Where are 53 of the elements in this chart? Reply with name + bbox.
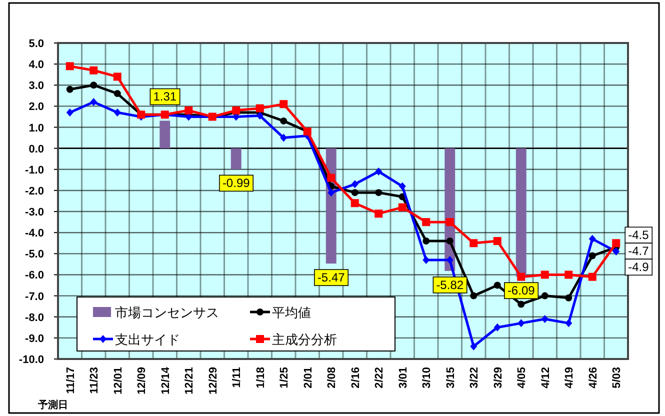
y-tick-label: 2.0 <box>28 101 44 114</box>
y-tick-label: -6.0 <box>25 270 44 282</box>
x-tick-label: 12/21 <box>184 367 196 395</box>
x-tick-label: 3/29 <box>492 367 504 388</box>
x-tick-label: 11/17 <box>64 367 77 394</box>
x-tick-label: 2/16 <box>350 367 362 388</box>
legend-label: 支出サイド <box>115 332 180 347</box>
data-label: -4.9 <box>628 260 650 274</box>
x-tick-label: 5/03 <box>611 367 624 388</box>
x-tick-label: 1/11 <box>231 367 244 388</box>
y-tick-label: 4.0 <box>28 59 44 72</box>
data-label: 1.31 <box>153 90 177 104</box>
y-tick-label: -5.0 <box>25 248 44 261</box>
y-tick-label: -10.0 <box>18 354 44 366</box>
y-tick-label: 3.0 <box>28 80 44 92</box>
y-tick-label: 1.0 <box>28 122 44 134</box>
x-tick-label: 4/26 <box>587 367 600 388</box>
x-tick-label: 2/08 <box>326 367 338 388</box>
x-tick-label: 12/09 <box>136 367 148 395</box>
x-tick-label: 3/01 <box>397 367 410 388</box>
x-tick-label: 2/01 <box>302 367 314 388</box>
x-tick-label: 12/01 <box>112 367 124 395</box>
x-tick-label: 3/15 <box>444 367 457 388</box>
y-tick-label: -9.0 <box>25 332 44 345</box>
x-axis-title: 予測日 <box>37 399 68 411</box>
y-tick-label: -7.0 <box>25 290 44 303</box>
x-tick-label: 1/25 <box>278 367 291 388</box>
y-tick-label: -8.0 <box>25 312 44 324</box>
x-tick-label: 11/23 <box>88 367 101 394</box>
data-label: -5.47 <box>317 270 346 285</box>
data-label: -5.82 <box>436 278 464 292</box>
x-tick-label: 4/12 <box>540 367 552 388</box>
x-tick-label: 2/22 <box>374 367 386 388</box>
data-label: -0.99 <box>222 176 250 190</box>
legend-label: 主成分分析 <box>272 332 337 347</box>
data-label: -4.5 <box>628 228 650 242</box>
x-tick-label: 12/29 <box>207 367 220 395</box>
data-label: -4.7 <box>628 244 650 258</box>
x-tick-label: 4/05 <box>516 367 528 388</box>
x-tick-label: 3/22 <box>468 367 481 388</box>
y-tick-label: -3.0 <box>25 206 44 219</box>
x-tick-label: 12/14 <box>160 366 172 395</box>
legend-label: 市場コンセンサス <box>115 305 219 320</box>
x-tick-label: 3/10 <box>421 367 434 388</box>
x-tick-label: 4/19 <box>564 367 576 388</box>
y-tick-label: -4.0 <box>25 228 44 240</box>
x-tick-label: 1/18 <box>254 367 267 388</box>
legend-label: 平均値 <box>272 305 311 320</box>
y-tick-label: 0.0 <box>28 143 44 156</box>
y-tick-label: -2.0 <box>25 185 44 198</box>
y-tick-label: -1.0 <box>25 164 44 176</box>
data-label: -6.09 <box>507 284 536 298</box>
y-tick-label: 5.0 <box>28 38 44 50</box>
